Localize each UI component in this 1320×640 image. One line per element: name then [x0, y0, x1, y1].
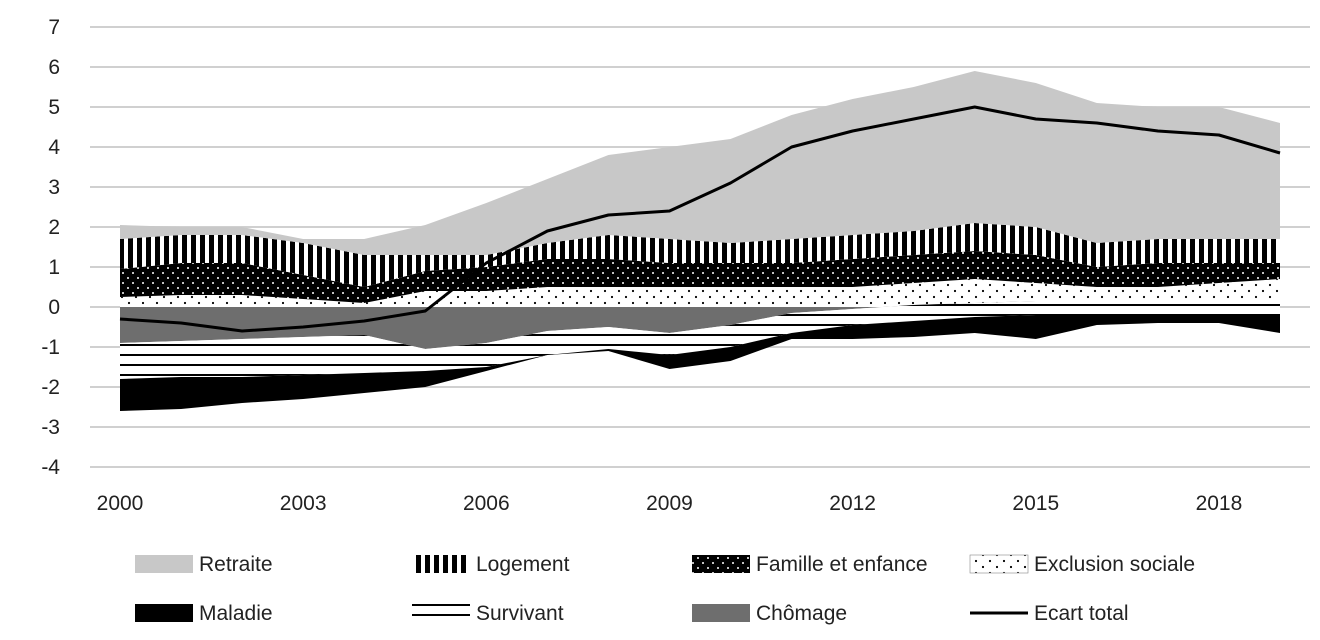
x-tick-label: 2006 — [463, 492, 510, 515]
y-tick-label: 4 — [48, 136, 60, 159]
y-tick-label: 1 — [48, 256, 60, 279]
legend-label: Chômage — [756, 602, 847, 625]
legend-label: Ecart total — [1034, 602, 1129, 625]
legend-item-retraite: Retraite — [135, 553, 273, 576]
legend-label: Logement — [476, 553, 570, 576]
legend-swatch — [412, 604, 470, 622]
total-line — [119, 105, 1281, 333]
line-ecart-total — [119, 105, 1281, 333]
x-tick-label: 2003 — [280, 492, 327, 515]
x-tick-label: 2009 — [646, 492, 693, 515]
legend-item-exclusion-sociale: Exclusion sociale — [969, 553, 1195, 576]
legend-label: Survivant — [476, 602, 564, 625]
y-tick-label: 6 — [48, 56, 60, 79]
area-retraite — [120, 71, 1280, 255]
y-tick-label: -3 — [41, 416, 60, 439]
y-tick-label: 3 — [48, 176, 60, 199]
legend-swatch — [135, 555, 193, 573]
y-tick-label: -4 — [41, 456, 60, 479]
legend-swatch — [969, 554, 1029, 574]
y-tick-label: 0 — [48, 296, 60, 319]
legend-item-famille-et-enfance: Famille et enfance — [692, 553, 928, 576]
legend: Retraite Logement Famille et enfance Exclus… — [135, 553, 1195, 625]
legend-item-maladie: Maladie — [135, 602, 273, 625]
y-tick-label: -2 — [41, 376, 60, 399]
legend-swatch — [412, 555, 470, 573]
x-tick-label: 2018 — [1196, 492, 1243, 515]
legend-swatch — [135, 604, 193, 622]
y-tick-label: -1 — [41, 336, 60, 359]
area-exclusion-sociale — [120, 279, 1280, 307]
y-tick-label: 7 — [48, 16, 60, 39]
area-logement — [120, 223, 1280, 287]
area-survivant — [120, 301, 1280, 379]
stacked-areas — [120, 71, 1280, 411]
y-tick-label: 2 — [48, 216, 60, 239]
legend-swatch — [692, 604, 750, 622]
legend-item-survivant: Survivant — [412, 602, 564, 625]
x-tick-label: 2000 — [97, 492, 144, 515]
legend-swatch — [692, 555, 750, 573]
y-tick-label: 5 — [48, 96, 60, 119]
area-maladie — [120, 315, 1280, 411]
legend-label: Retraite — [199, 553, 273, 576]
area-famille-et-enfance — [120, 251, 1280, 303]
legend-label: Famille et enfance — [756, 553, 928, 576]
legend-item-chomage: Chômage — [692, 602, 847, 625]
y-axis-ticks: -4 -3 -2 -1 0 1 2 3 4 5 6 7 — [41, 16, 60, 479]
legend-label: Exclusion sociale — [1034, 553, 1195, 576]
x-tick-label: 2015 — [1012, 492, 1059, 515]
legend-label: Maladie — [199, 602, 273, 625]
legend-item-logement: Logement — [412, 553, 570, 576]
x-tick-label: 2012 — [829, 492, 876, 515]
x-axis-ticks: 2000 2003 2006 2009 2012 2015 2018 — [97, 492, 1243, 515]
legend-item-ecart-total: Ecart total — [970, 602, 1129, 625]
